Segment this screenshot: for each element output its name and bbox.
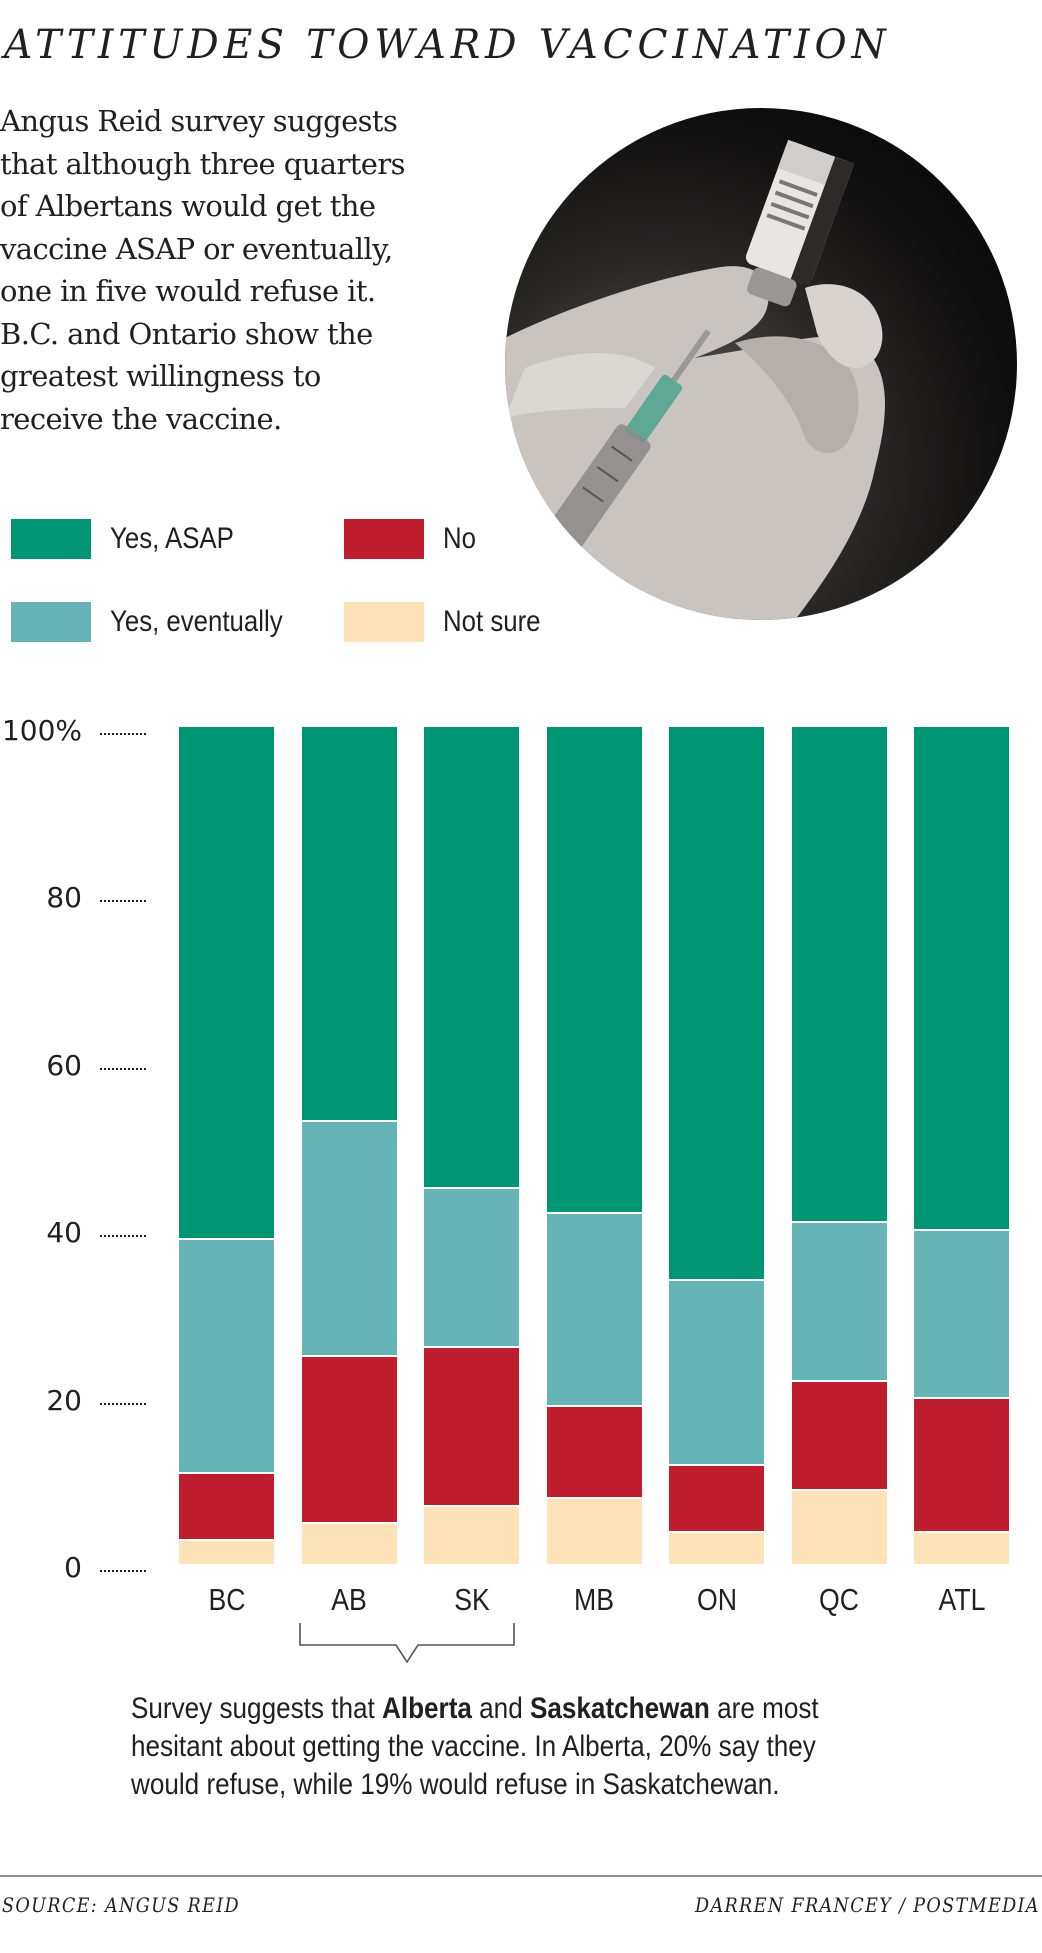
bar-segment-mb-yes-asap bbox=[546, 727, 642, 1213]
y-tick-leader bbox=[100, 1067, 146, 1070]
x-category-label: SK bbox=[453, 1582, 490, 1617]
author-credit: DARREN FRANCEY / POSTMEDIA bbox=[695, 1893, 1040, 1917]
legend-label-yes-eventually: Yes, eventually bbox=[110, 605, 283, 638]
bar-segment-bc-yes-eventually bbox=[179, 1237, 274, 1472]
annotation-line-3: would refuse, while 19% would refuse in … bbox=[131, 1768, 780, 1801]
bar-segment-atl-not-sure bbox=[914, 1530, 1009, 1564]
legend-swatch-not-sure bbox=[344, 602, 424, 642]
annotation-highlight-alberta: Alberta bbox=[381, 1692, 472, 1725]
bar-segment-mb-yes-eventually bbox=[546, 1212, 642, 1405]
bar-segment-qc-not-sure bbox=[791, 1488, 887, 1564]
chart-title: ATTITUDES TOWARD VACCINATION bbox=[4, 22, 891, 68]
y-tick-leader bbox=[100, 733, 146, 735]
y-tick-label: 20 bbox=[46, 1383, 82, 1417]
description-line: Angus Reid survey suggests bbox=[0, 104, 398, 138]
bar-segment-atl-yes-asap bbox=[914, 727, 1009, 1230]
bar-segment-atl-no bbox=[914, 1396, 1009, 1531]
description-line: that although three quarters bbox=[0, 146, 405, 181]
x-category-label: ON bbox=[696, 1582, 737, 1617]
description-line: B.C. and Ontario show the bbox=[0, 316, 373, 351]
annotation-text-segment: are most bbox=[709, 1692, 819, 1725]
annotation-bracket-icon bbox=[299, 1623, 515, 1664]
y-tick-leader bbox=[100, 1235, 146, 1238]
bar-segment-ab-yes-asap bbox=[301, 727, 397, 1121]
annotation-line-2: hesitant about getting the vaccine. In A… bbox=[131, 1730, 816, 1763]
description-line: receive the vaccine. bbox=[0, 401, 282, 436]
bar-segment-ab-not-sure bbox=[301, 1522, 397, 1564]
x-category-label: QC bbox=[819, 1582, 859, 1617]
description-line: of Albertans would get the bbox=[0, 189, 376, 223]
bar-segment-sk-no bbox=[424, 1346, 519, 1506]
bar-segment-qc-no bbox=[791, 1379, 887, 1489]
bar-segment-atl-yes-eventually bbox=[914, 1229, 1009, 1397]
x-category-label: BC bbox=[207, 1582, 246, 1617]
bar-segment-mb-not-sure bbox=[546, 1497, 642, 1564]
bar-segment-bc-no bbox=[179, 1471, 274, 1539]
bar-segment-bc-not-sure bbox=[179, 1538, 274, 1564]
bar-segment-ab-no bbox=[301, 1354, 397, 1523]
description-line: greatest willingness to bbox=[0, 359, 321, 393]
bar-segment-on-yes-eventually bbox=[669, 1279, 764, 1464]
bar-segment-on-no bbox=[669, 1463, 764, 1531]
bar-segment-sk-not-sure bbox=[424, 1505, 519, 1564]
bar-segment-qc-yes-asap bbox=[791, 727, 887, 1221]
bar-segment-qc-yes-eventually bbox=[791, 1220, 887, 1380]
y-tick-label: 40 bbox=[46, 1216, 82, 1250]
y-tick-label: 0 bbox=[64, 1551, 82, 1584]
bar-segment-sk-yes-eventually bbox=[424, 1187, 519, 1347]
source-credit: SOURCE: ANGUS REID bbox=[2, 1893, 240, 1917]
bar-segment-mb-no bbox=[546, 1404, 642, 1498]
legend-label-no: No bbox=[443, 522, 476, 555]
x-category-label: ATL bbox=[938, 1582, 985, 1617]
annotation-line-1: Survey suggests that Alberta and Saskatc… bbox=[131, 1690, 827, 1728]
legend-swatch-no bbox=[344, 519, 424, 559]
description-line: one in five would refuse it. bbox=[0, 274, 376, 308]
bar-segment-on-not-sure bbox=[669, 1530, 764, 1564]
y-tick-leader bbox=[100, 1570, 146, 1572]
legend-swatch-yes-asap bbox=[11, 519, 91, 559]
legend-label-yes-asap: Yes, ASAP bbox=[110, 522, 234, 555]
x-category-label: MB bbox=[574, 1582, 614, 1617]
bar-segment-ab-yes-eventually bbox=[301, 1120, 397, 1355]
y-tick-label: 80 bbox=[46, 881, 82, 915]
annotation-text: Survey suggests that Alberta and Saskatc… bbox=[131, 1690, 827, 1804]
x-category-label: AB bbox=[331, 1582, 367, 1617]
legend-label-not-sure: Not sure bbox=[443, 605, 541, 638]
legend-swatch-yes-eventually bbox=[11, 602, 91, 642]
bar-segment-on-yes-asap bbox=[669, 727, 764, 1280]
chart-description: Angus Reid survey suggests that although… bbox=[0, 100, 480, 440]
bar-segment-bc-yes-asap bbox=[179, 727, 274, 1238]
description-line: vaccine ASAP or eventually, bbox=[0, 231, 393, 266]
vaccine-illustration-icon bbox=[505, 139, 885, 620]
bar-segment-sk-yes-asap bbox=[424, 727, 519, 1188]
footer-divider bbox=[0, 1875, 1042, 1877]
vaccine-photo bbox=[505, 108, 1017, 620]
y-tick-leader bbox=[100, 1402, 146, 1405]
y-tick-leader bbox=[100, 900, 146, 903]
y-tick-label: 100% bbox=[1, 714, 82, 747]
annotation-highlight-saskatchewan: Saskatchewan bbox=[529, 1692, 710, 1725]
annotation-text-segment: and bbox=[471, 1692, 530, 1725]
annotation-text-segment: Survey suggests that bbox=[131, 1692, 382, 1725]
y-tick-label: 60 bbox=[46, 1048, 82, 1082]
